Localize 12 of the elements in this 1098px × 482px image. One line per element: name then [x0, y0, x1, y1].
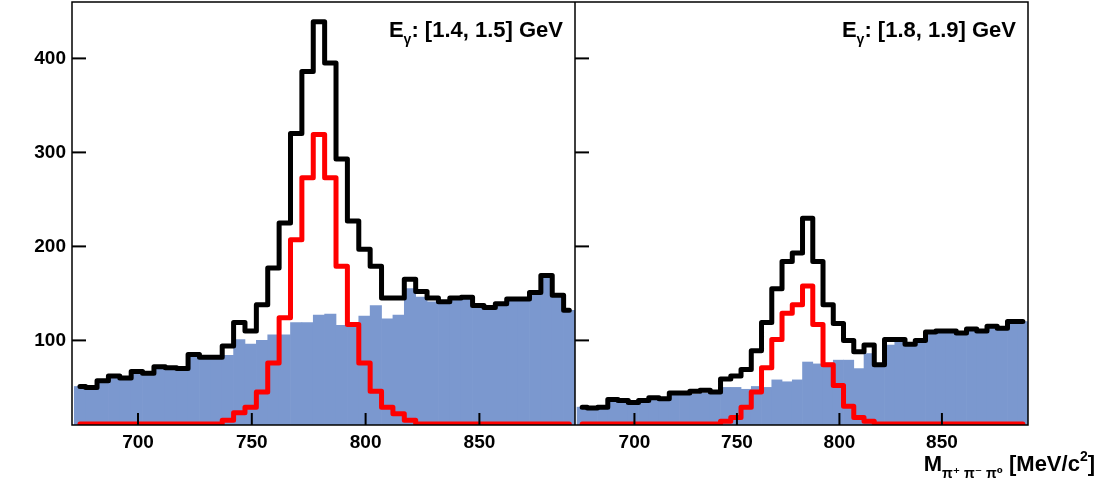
x-tick-label: 850 [463, 430, 496, 452]
x-tick-label: 800 [823, 430, 856, 452]
x-tick-label: 750 [721, 430, 753, 452]
y-tick-label: 300 [34, 140, 66, 162]
x-tick-label: 750 [235, 430, 268, 452]
y-tick-label: 400 [34, 46, 66, 68]
x-tick-label: 800 [349, 430, 382, 452]
x-tick-label: 700 [618, 430, 651, 452]
x-tick-label: 850 [926, 430, 958, 452]
x-tick-label: 700 [122, 430, 154, 452]
y-tick-label: 100 [34, 328, 66, 350]
y-tick-label: 200 [34, 234, 66, 256]
